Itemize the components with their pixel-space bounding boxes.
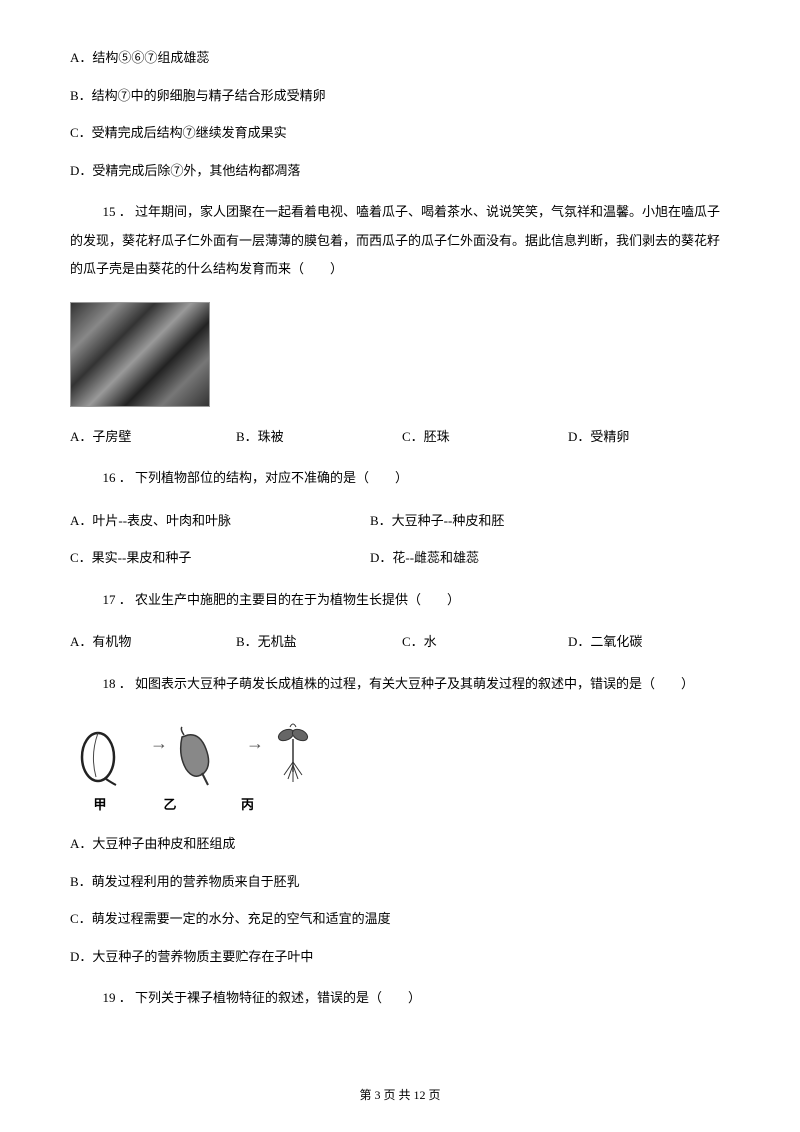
q14-option-d: D．受精完成后除⑦外，其他结构都凋落 [70, 161, 730, 181]
q17-options: A．有机物 B．无机盐 C．水 D．二氧化碳 [70, 632, 730, 652]
page-footer: 第 3 页 共 12 页 [0, 1086, 800, 1104]
q16-options-row1: A．叶片--表皮、叶肉和叶脉 B．大豆种子--种皮和胚 [70, 511, 730, 531]
q15-options: A．子房壁 B．珠被 C．胚珠 D．受精卵 [70, 427, 730, 447]
q18-option-b: B．萌发过程利用的营养物质来自于胚乳 [70, 872, 730, 892]
label-yi: 乙 [130, 795, 210, 815]
q15-stem: 15 ． 过年期间，家人团聚在一起看着电视、嗑着瓜子、喝着茶水、说说笑笑，气氛祥… [70, 198, 730, 284]
germination-diagram: → → [76, 717, 730, 787]
arrow-icon: → [146, 730, 172, 787]
q17-option-a: A．有机物 [70, 632, 236, 652]
q18-option-a: A．大豆种子由种皮和胚组成 [70, 834, 730, 854]
seed-stage-2 [172, 725, 242, 787]
q15-option-b: B．珠被 [236, 427, 402, 447]
q16-option-b: B．大豆种子--种皮和胚 [370, 511, 670, 531]
q14-option-c: C．受精完成后结构⑦继续发育成果实 [70, 123, 730, 143]
q18-option-d: D．大豆种子的营养物质主要贮存在子叶中 [70, 947, 730, 967]
q14-option-a: A．结构⑤⑥⑦组成雄蕊 [70, 48, 730, 68]
diagram-labels: 甲 乙 丙 [70, 795, 730, 815]
label-jia: 甲 [70, 795, 130, 815]
seed-stage-1 [76, 727, 146, 787]
q14-option-b: B．结构⑦中的卵细胞与精子结合形成受精卵 [70, 86, 730, 106]
q16-options-row2: C．果实--果皮和种子 D．花--雌蕊和雄蕊 [70, 548, 730, 568]
q17-option-d: D．二氧化碳 [568, 632, 734, 652]
q16-option-a: A．叶片--表皮、叶肉和叶脉 [70, 511, 370, 531]
q17-option-c: C．水 [402, 632, 568, 652]
q15-option-a: A．子房壁 [70, 427, 236, 447]
q18-stem: 18 ． 如图表示大豆种子萌发长成植株的过程，有关大豆种子及其萌发过程的叙述中，… [70, 670, 730, 699]
q15-option-c: C．胚珠 [402, 427, 568, 447]
arrow-icon: → [242, 730, 268, 787]
label-bing: 丙 [210, 795, 285, 815]
q16-option-c: C．果实--果皮和种子 [70, 548, 370, 568]
q18-option-c: C．萌发过程需要一定的水分、充足的空气和适宜的温度 [70, 909, 730, 929]
q15-option-d: D．受精卵 [568, 427, 734, 447]
q16-stem: 16 ． 下列植物部位的结构，对应不准确的是（ ） [70, 464, 730, 493]
q16-option-d: D．花--雌蕊和雄蕊 [370, 548, 670, 568]
seed-stage-3 [268, 717, 338, 787]
q17-option-b: B．无机盐 [236, 632, 402, 652]
sunflower-seed-image [70, 302, 210, 407]
q17-stem: 17 ． 农业生产中施肥的主要目的在于为植物生长提供（ ） [70, 586, 730, 615]
q19-stem: 19 ． 下列关于裸子植物特征的叙述，错误的是（ ） [70, 984, 730, 1013]
